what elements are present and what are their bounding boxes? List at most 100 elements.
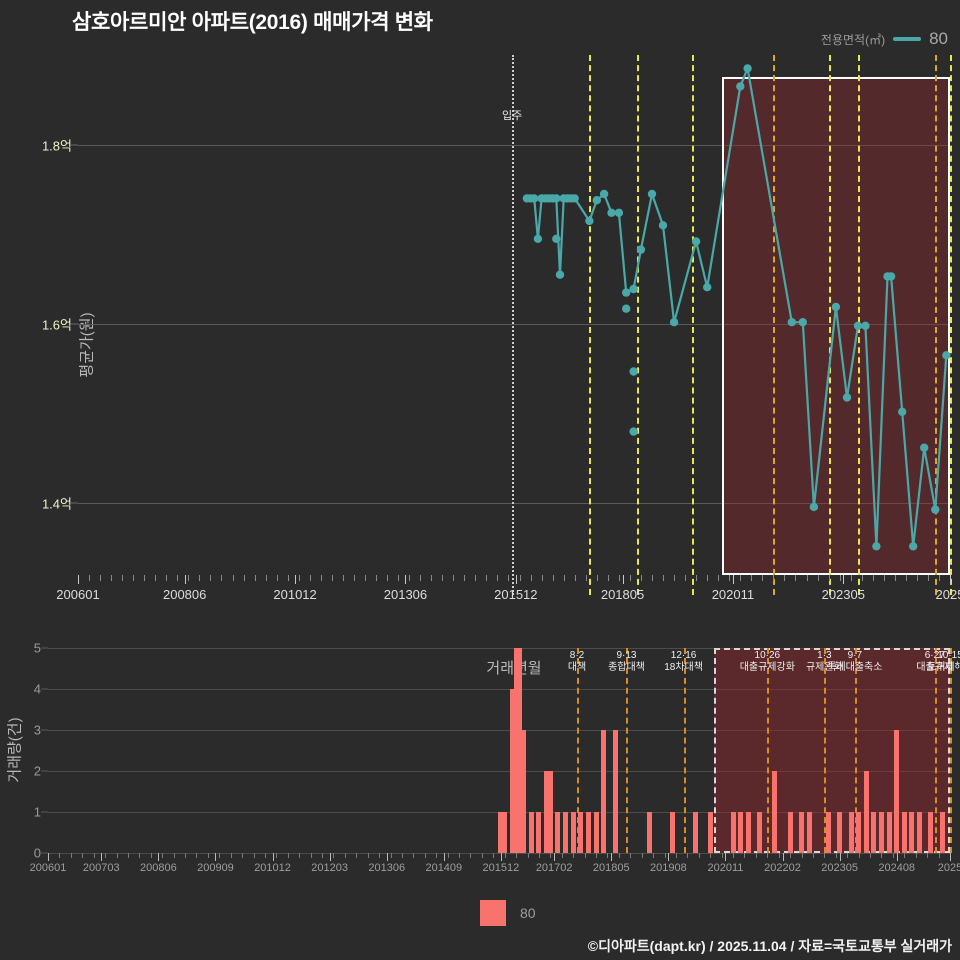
price-data-point[interactable]	[570, 194, 579, 203]
volume-chart-minor-tick	[310, 853, 312, 858]
volume-bar[interactable]	[745, 812, 751, 853]
price-data-point[interactable]	[909, 542, 918, 551]
price-chart-minor-tick	[331, 575, 333, 581]
price-data-point[interactable]	[647, 189, 657, 199]
volume-chart-minor-tick	[721, 853, 723, 858]
volume-bar[interactable]	[612, 730, 618, 853]
price-data-point[interactable]	[691, 237, 701, 246]
price-data-point[interactable]	[552, 234, 561, 243]
volume-bar[interactable]	[555, 812, 561, 853]
volume-bar[interactable]	[894, 730, 900, 853]
volume-bar[interactable]	[886, 812, 892, 853]
price-chart-line-series	[522, 64, 951, 551]
price-data-point[interactable]	[898, 407, 907, 416]
price-data-point[interactable]	[622, 288, 631, 297]
volume-bar[interactable]	[646, 812, 652, 853]
volume-bar[interactable]	[536, 812, 542, 853]
volume-bar[interactable]	[498, 812, 504, 853]
price-data-point[interactable]	[533, 234, 543, 243]
price-data-point[interactable]	[872, 542, 881, 551]
price-data-point[interactable]	[798, 318, 807, 327]
volume-bar[interactable]	[909, 812, 915, 853]
volume-chart-x-tick-label: 200909	[197, 862, 234, 874]
volume-bar[interactable]	[787, 812, 793, 853]
volume-bar[interactable]	[806, 812, 812, 853]
price-data-point[interactable]	[629, 284, 638, 294]
price-chart-major-tick	[405, 575, 407, 584]
price-data-point[interactable]	[931, 505, 940, 514]
volume-bar[interactable]	[509, 689, 515, 853]
price-data-point[interactable]	[842, 393, 852, 402]
price-data-point[interactable]	[886, 272, 896, 281]
volume-chart-minor-tick	[493, 853, 495, 858]
volume-bar[interactable]	[502, 812, 508, 853]
price-data-point[interactable]	[555, 270, 565, 279]
volume-chart-x-tick-label: 201012	[254, 862, 291, 874]
price-data-point[interactable]	[831, 302, 841, 312]
price-data-point[interactable]	[787, 318, 796, 327]
volume-bar[interactable]	[757, 812, 763, 853]
price-data-point[interactable]	[592, 196, 601, 205]
volume-chart-minor-tick	[459, 853, 461, 858]
price-data-point[interactable]	[629, 427, 638, 436]
volume-bar[interactable]	[901, 812, 907, 853]
volume-bar[interactable]	[856, 812, 862, 853]
price-data-point[interactable]	[599, 189, 609, 199]
price-data-point[interactable]	[607, 208, 616, 217]
volume-bar[interactable]	[528, 812, 534, 853]
volume-bar[interactable]	[825, 812, 831, 853]
price-data-point[interactable]	[920, 443, 929, 452]
price-chart-minor-tick	[938, 575, 940, 581]
volume-bar[interactable]	[601, 730, 607, 853]
volume-chart-minor-tick	[653, 853, 655, 858]
volume-bar[interactable]	[593, 812, 599, 853]
volume-bar[interactable]	[513, 648, 519, 853]
price-data-point[interactable]	[614, 208, 624, 217]
policy-event-date: 10·26	[754, 650, 781, 661]
volume-chart-minor-tick	[413, 853, 415, 858]
volume-bar[interactable]	[570, 812, 576, 853]
price-chart-minor-tick	[696, 575, 698, 581]
price-data-point[interactable]	[636, 245, 646, 254]
price-data-point[interactable]	[530, 194, 539, 203]
volume-bar[interactable]	[928, 812, 934, 853]
volume-bar[interactable]	[738, 812, 744, 853]
volume-bar[interactable]	[563, 812, 569, 853]
volume-bar[interactable]	[848, 812, 854, 853]
volume-bar[interactable]	[878, 812, 884, 853]
price-data-point[interactable]	[853, 321, 863, 330]
volume-chart-major-tick	[158, 853, 160, 861]
price-data-point[interactable]	[736, 82, 745, 91]
price-data-point[interactable]	[743, 64, 752, 73]
price-data-point[interactable]	[703, 283, 712, 292]
price-chart-event-line	[637, 55, 640, 595]
volume-bar[interactable]	[871, 812, 877, 853]
volume-bar[interactable]	[547, 771, 553, 853]
volume-bar[interactable]	[544, 771, 550, 853]
price-data-point[interactable]	[552, 194, 561, 203]
price-data-point[interactable]	[809, 502, 819, 512]
price-data-point[interactable]	[585, 216, 594, 226]
volume-bar[interactable]	[799, 812, 805, 853]
volume-bar[interactable]	[692, 812, 698, 853]
price-data-point[interactable]	[942, 351, 951, 360]
volume-bar[interactable]	[939, 812, 945, 853]
volume-bar[interactable]	[585, 812, 591, 853]
volume-bar[interactable]	[707, 812, 713, 853]
volume-bar[interactable]	[837, 812, 843, 853]
volume-chart-minor-tick	[675, 853, 677, 858]
volume-bar[interactable]	[772, 771, 778, 853]
volume-bar[interactable]	[730, 812, 736, 853]
volume-bar[interactable]	[578, 812, 584, 853]
price-data-point[interactable]	[658, 221, 668, 230]
volume-bar[interactable]	[521, 730, 527, 853]
price-data-point[interactable]	[629, 367, 638, 376]
volume-bar[interactable]	[517, 648, 523, 853]
volume-bar[interactable]	[863, 771, 869, 853]
volume-bar[interactable]	[669, 812, 675, 853]
policy-annotation: 9·13 종합대책	[608, 650, 645, 673]
price-data-point[interactable]	[861, 321, 870, 330]
price-data-point[interactable]	[622, 304, 631, 313]
volume-bar[interactable]	[917, 812, 923, 853]
price-data-point[interactable]	[669, 318, 679, 327]
